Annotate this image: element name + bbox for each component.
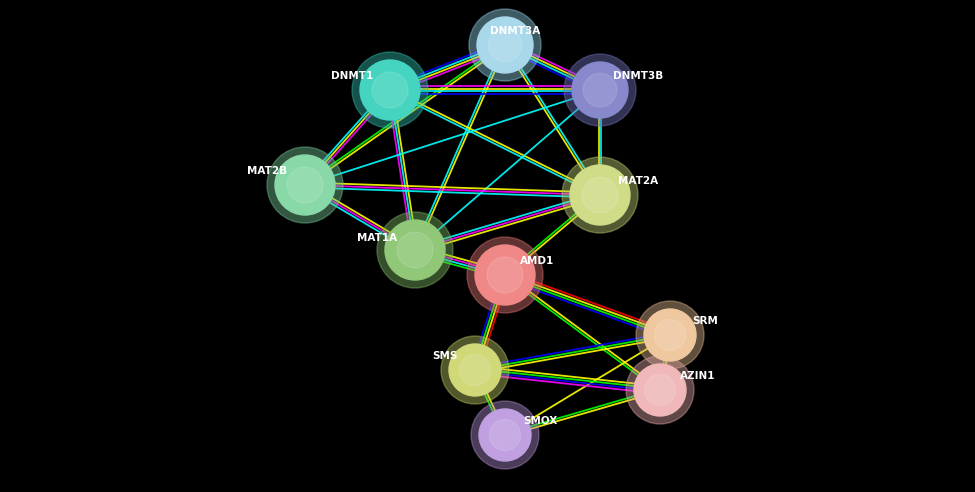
Circle shape	[475, 245, 535, 305]
Circle shape	[287, 167, 323, 203]
Text: SMS: SMS	[432, 351, 457, 361]
Text: DNMT3A: DNMT3A	[489, 26, 540, 36]
Circle shape	[471, 401, 539, 469]
Circle shape	[385, 220, 445, 280]
Circle shape	[449, 344, 501, 396]
Circle shape	[469, 9, 541, 81]
Circle shape	[275, 155, 335, 215]
Circle shape	[634, 364, 686, 416]
Circle shape	[441, 336, 509, 404]
Circle shape	[636, 301, 704, 369]
Text: AZIN1: AZIN1	[681, 371, 716, 381]
Circle shape	[644, 374, 676, 405]
Text: DNMT3B: DNMT3B	[613, 71, 663, 81]
Circle shape	[489, 419, 521, 451]
Circle shape	[572, 62, 628, 118]
Text: MAT2B: MAT2B	[247, 166, 287, 176]
Circle shape	[477, 17, 533, 73]
Circle shape	[582, 177, 618, 213]
Circle shape	[488, 28, 522, 62]
Circle shape	[644, 309, 696, 361]
Circle shape	[487, 257, 523, 293]
Circle shape	[267, 147, 343, 223]
Text: MAT2A: MAT2A	[618, 176, 658, 186]
Circle shape	[377, 212, 453, 288]
Circle shape	[654, 319, 685, 351]
Circle shape	[570, 165, 630, 225]
Circle shape	[564, 54, 636, 126]
Circle shape	[459, 354, 490, 386]
Circle shape	[626, 356, 694, 424]
Text: SRM: SRM	[692, 316, 718, 326]
Circle shape	[372, 72, 408, 108]
Circle shape	[479, 409, 531, 461]
Circle shape	[360, 60, 420, 120]
Text: SMOX: SMOX	[523, 416, 557, 426]
Circle shape	[352, 52, 428, 128]
Circle shape	[583, 73, 617, 107]
Circle shape	[397, 232, 433, 268]
Circle shape	[562, 157, 638, 233]
Circle shape	[467, 237, 543, 313]
Text: DNMT1: DNMT1	[331, 71, 373, 81]
Text: MAT1A: MAT1A	[357, 233, 397, 243]
Text: AMD1: AMD1	[520, 256, 554, 266]
